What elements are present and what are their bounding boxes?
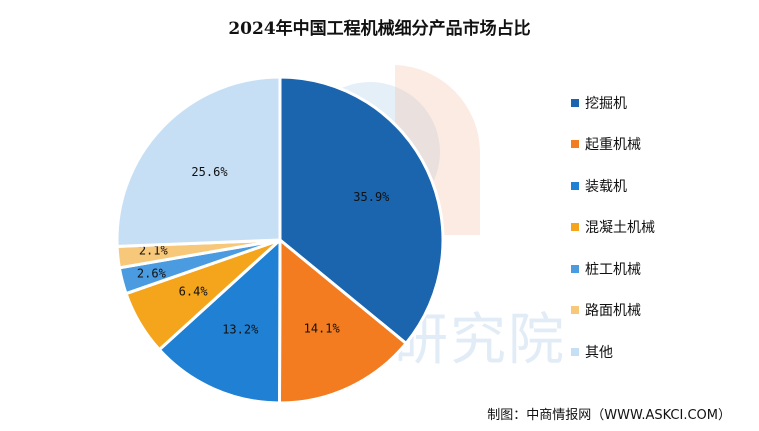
legend-item: 混凝土机械: [571, 207, 655, 249]
legend-swatch: [571, 264, 579, 273]
legend-label: 路面机械: [585, 303, 641, 320]
data-label: 13.2%: [222, 322, 259, 336]
legend-swatch: [571, 347, 579, 356]
legend-swatch: [571, 140, 579, 149]
pie-slice-0: [278, 75, 445, 346]
legend: 挖掘机起重机械装载机混凝土机械桩工机械路面机械其他: [571, 82, 655, 373]
pie-slice-6: [115, 75, 282, 248]
legend-label: 桩工机械: [585, 261, 641, 278]
data-label: 14.1%: [304, 321, 341, 335]
legend-item: 起重机械: [571, 124, 655, 166]
legend-swatch: [571, 181, 579, 190]
legend-item: 装载机: [571, 165, 655, 207]
data-label: 2.6%: [137, 266, 167, 280]
legend-swatch: [571, 98, 579, 107]
legend-item: 挖掘机: [571, 82, 655, 124]
legend-label: 其他: [585, 344, 613, 361]
pie-slice-2: [157, 236, 282, 405]
legend-item: 路面机械: [571, 290, 655, 332]
legend-label: 混凝土机械: [585, 220, 655, 237]
legend-label: 起重机械: [585, 137, 641, 154]
pie-slice-1: [277, 236, 409, 405]
legend-swatch: [571, 306, 579, 315]
legend-item: 桩工机械: [571, 248, 655, 290]
data-label: 2.1%: [139, 243, 169, 257]
legend-item: 其他: [571, 331, 655, 373]
legend-label: 装载机: [585, 178, 627, 195]
source-note: 制图：中商情报网（WWW.ASKCI.COM）: [487, 408, 731, 423]
data-label: 6.4%: [179, 285, 209, 299]
data-label: 35.9%: [353, 190, 390, 204]
legend-label: 挖掘机: [585, 95, 627, 112]
legend-swatch: [571, 223, 579, 232]
chart-title: 2024年中国工程机械细分产品市场占比: [228, 19, 531, 39]
data-label: 25.6%: [191, 165, 228, 179]
